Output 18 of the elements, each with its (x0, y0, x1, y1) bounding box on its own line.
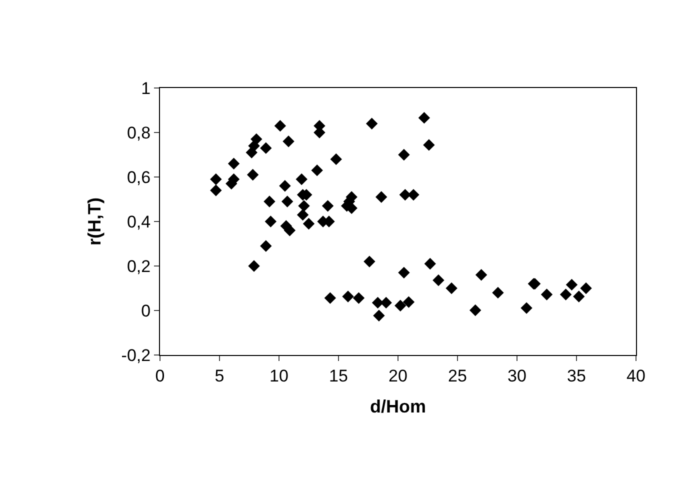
y-axis-title: r(H,T) (84, 198, 105, 246)
y-tick-label: 0,6 (126, 168, 151, 187)
y-tick-label: -0,2 (121, 346, 151, 365)
y-tick-label: 0,8 (126, 123, 151, 142)
x-tick-label: 25 (448, 366, 467, 386)
y-tick-label: 0 (141, 301, 151, 320)
x-tick-label: 40 (626, 366, 646, 386)
x-tick-label: 20 (388, 366, 408, 386)
y-tick-label: 0,4 (126, 212, 151, 232)
x-axis-title: d/Hom (370, 396, 426, 416)
x-tick-label: 0 (155, 366, 165, 386)
x-tick-label: 30 (508, 366, 526, 386)
y-tick-label: 1 (141, 78, 151, 98)
x-tick-label: 10 (270, 366, 288, 386)
y-tick-label: 0,2 (126, 256, 151, 276)
x-tick-label: 5 (214, 366, 224, 386)
x-tick-label: 35 (567, 366, 586, 386)
x-tick-label: 15 (329, 366, 348, 386)
